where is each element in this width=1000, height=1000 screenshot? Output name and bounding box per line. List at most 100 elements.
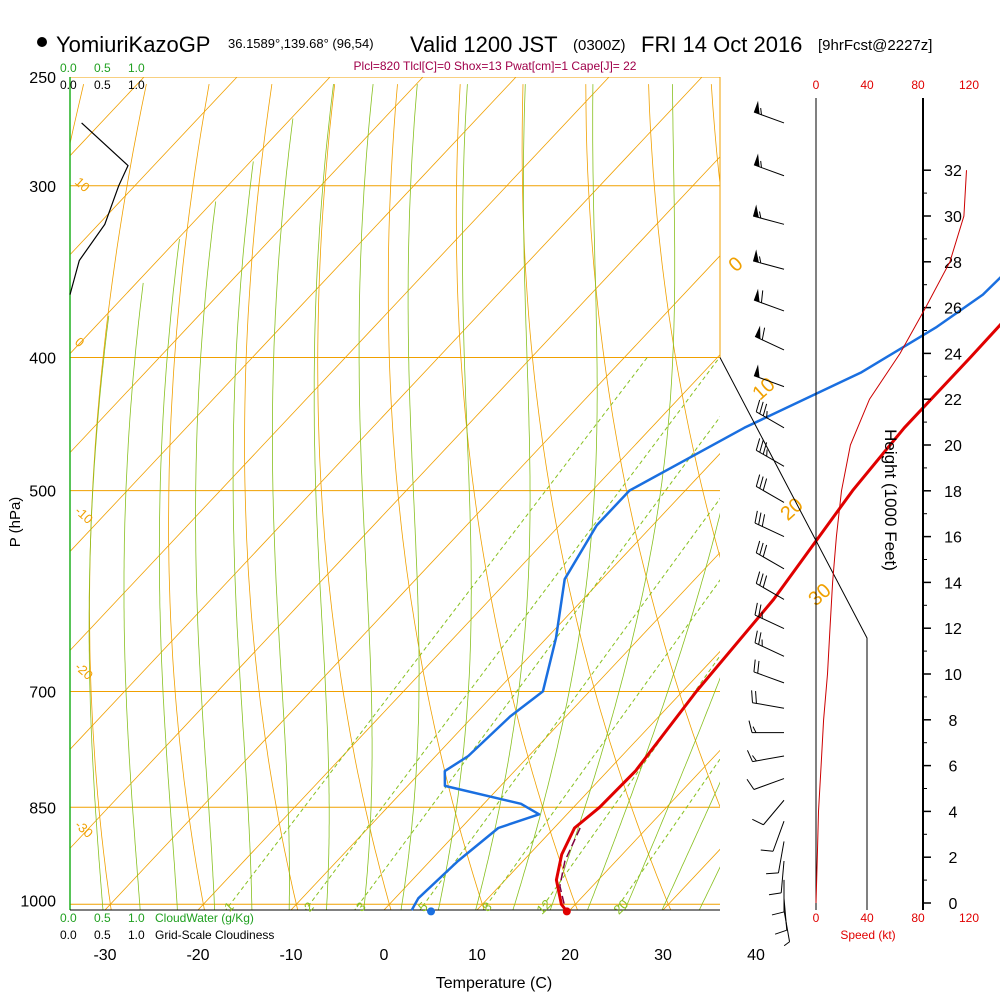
- wind-barb-feather: [757, 660, 760, 674]
- wind-barb-feather: [759, 401, 764, 414]
- x-axis-label: Temperature (C): [436, 975, 552, 992]
- wind-barb: [751, 690, 785, 709]
- wind-barb-staff: [754, 614, 785, 630]
- y-axis-label: P (hPa): [7, 497, 24, 548]
- wind-barb-staff: [756, 583, 785, 600]
- speed-top-1: 40: [860, 78, 874, 92]
- wind-barb-staff: [753, 299, 785, 312]
- height-tick-label: 4: [949, 804, 958, 821]
- isotherm-line: [70, 77, 610, 652]
- wind-barb: [754, 630, 785, 657]
- isotherm-line: [569, 749, 720, 910]
- wind-barb-staff: [756, 486, 785, 503]
- dry-adiabat-line: [317, 84, 392, 910]
- wind-barb-feather: [761, 327, 766, 340]
- height-tick-label: 6: [949, 759, 958, 776]
- height-tick-label: 26: [944, 301, 962, 318]
- mixing-ratio-line: [225, 357, 648, 910]
- dry-adiabat-label: 0: [72, 334, 87, 350]
- wind-barb-feather: [771, 911, 785, 916]
- height-tick-label: 20: [944, 438, 962, 455]
- wind-barb-feather: [758, 512, 762, 525]
- wind-barb: [753, 100, 785, 124]
- cloudwater-top-1: 0.5: [94, 61, 111, 75]
- dry-adiabat-label: -10: [72, 503, 96, 527]
- temperature-tick-label: 0: [380, 947, 389, 964]
- temperature-tick-label: -10: [279, 947, 302, 964]
- moist-adiabat-line: [624, 677, 720, 910]
- wind-barb-feather: [755, 691, 757, 704]
- wind-barb-feather: [759, 476, 764, 489]
- pressure-tick-label: 700: [29, 684, 56, 701]
- dry-adiabat-line: [89, 84, 147, 910]
- mixing-ratio-line: [539, 655, 720, 910]
- mixing-ratio-line: [304, 357, 720, 910]
- moist-adiabat-line: [158, 239, 180, 910]
- wind-barb-feather: [752, 726, 757, 733]
- wind-barb-feather: [762, 575, 768, 588]
- wind-barb-staff: [754, 522, 785, 538]
- isotherm-line: [70, 77, 238, 256]
- moist-adiabat-line: [512, 84, 598, 910]
- wind-barb-feather: [759, 542, 764, 555]
- height-tick-label: 30: [944, 209, 962, 226]
- wind-barb-feather: [766, 872, 779, 875]
- wind-barb-feather: [751, 690, 753, 703]
- isotherm-line: [290, 453, 720, 910]
- forecast-info: [9hrFcst@2227z]: [818, 37, 932, 54]
- wind-barb-feather: [746, 750, 753, 762]
- wind-barb-feather: [759, 573, 764, 586]
- wind-barb-staff: [763, 799, 785, 826]
- speed-top-2: 80: [911, 78, 925, 92]
- wind-barb-feather: [752, 755, 757, 762]
- temperature-tick-label: 20: [561, 947, 579, 964]
- wind-barb-feather: [760, 160, 762, 168]
- isotherm-line: [70, 77, 424, 454]
- speed-bottom-2: 80: [911, 911, 925, 925]
- mixing-ratio-line: [482, 579, 720, 910]
- wind-barb: [752, 249, 785, 270]
- cloudiness-top-0: 0.0: [60, 78, 77, 92]
- speed-bottom-1: 40: [860, 911, 874, 925]
- mixing-ratio-label: 20: [610, 896, 631, 917]
- wind-barb-flag: [753, 153, 760, 167]
- pressure-tick-label: 500: [29, 484, 56, 501]
- wind-barb: [754, 602, 785, 630]
- isotherm-line: [70, 77, 331, 355]
- wind-barb-feather: [759, 440, 764, 453]
- moist-adiabat-line: [358, 84, 374, 910]
- station-dot-icon: [37, 37, 47, 47]
- mixing-ratio-line: [614, 758, 720, 910]
- height-tick-label: 0: [949, 896, 958, 913]
- cloudwater-top-2: 1.0: [128, 61, 145, 75]
- wind-barb-feather: [760, 849, 774, 852]
- wind-barb: [760, 821, 785, 852]
- wind-barb-staff: [753, 164, 785, 177]
- wind-barb-feather: [762, 442, 768, 455]
- surface-temperature-dot: [562, 907, 571, 916]
- dry-adiabat-label: 10: [72, 174, 93, 195]
- wind-barb-staff: [753, 111, 785, 124]
- wind-barb: [783, 910, 791, 947]
- isotherm-line: [476, 650, 720, 910]
- moist-adiabat-line: [437, 84, 472, 910]
- height-tick-label: 24: [944, 346, 962, 363]
- mixing-ratio-label: 3: [353, 899, 369, 915]
- speed-top-0: 0: [813, 78, 820, 92]
- wind-barb-feather: [753, 659, 756, 672]
- valid-time: Valid 1200 JST: [410, 32, 558, 57]
- dry-adiabat-line: [244, 84, 299, 910]
- wind-barb: [753, 288, 785, 312]
- moist-adiabat-line: [272, 118, 294, 910]
- wind-barb-feather: [783, 941, 790, 947]
- wind-barb: [755, 571, 785, 600]
- temperature-line: [554, 322, 1000, 913]
- wind-barb-feather: [758, 604, 762, 617]
- wind-barb: [755, 474, 785, 503]
- wind-barb-feather: [758, 256, 762, 264]
- cloudwater-bottom-1: 0.5: [94, 911, 111, 925]
- height-tick-label: 32: [944, 163, 962, 180]
